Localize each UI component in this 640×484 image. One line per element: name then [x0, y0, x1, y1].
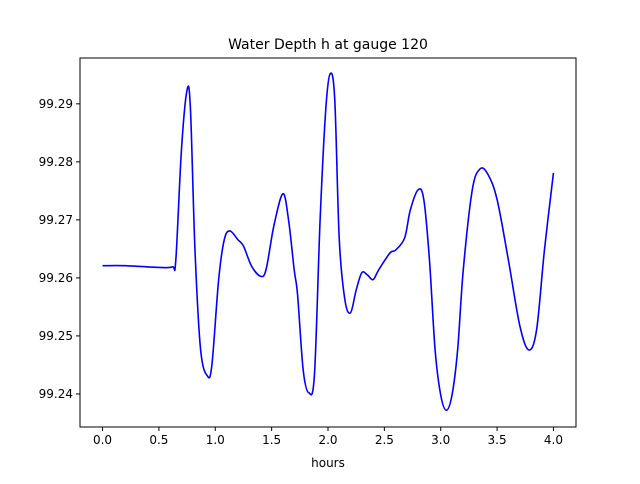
y-tick-label: 99.25 [39, 329, 73, 343]
series-line-h [102, 72, 555, 411]
x-tick-label: 0.5 [149, 433, 168, 447]
x-tick-label: 2.5 [375, 433, 394, 447]
x-tick-label: 4.0 [544, 433, 563, 447]
ticks: 0.0 0.5 1.0 1.5 2.0 2.5 3.0 3.5 4.0 99.24 99.25 99.… [39, 97, 563, 447]
axes-frame [79, 57, 577, 428]
x-tick-label: 3.0 [431, 433, 450, 447]
x-tick-label: 0.0 [93, 433, 112, 447]
y-tick-label: 99.26 [39, 271, 73, 285]
chart-title: Water Depth h at gauge 120 [228, 37, 428, 53]
x-tick-label: 2.0 [318, 433, 337, 447]
y-tick-label: 99.28 [39, 155, 73, 169]
x-axis-label: hours [311, 456, 345, 470]
x-tick-label: 1.0 [206, 433, 225, 447]
y-tick-label: 99.24 [39, 387, 73, 401]
y-tick-label: 99.27 [39, 213, 73, 227]
plot-area [102, 72, 555, 411]
x-tick-label: 3.5 [488, 433, 507, 447]
x-tick-label: 1.5 [262, 433, 281, 447]
y-tick-label: 99.29 [39, 97, 73, 111]
